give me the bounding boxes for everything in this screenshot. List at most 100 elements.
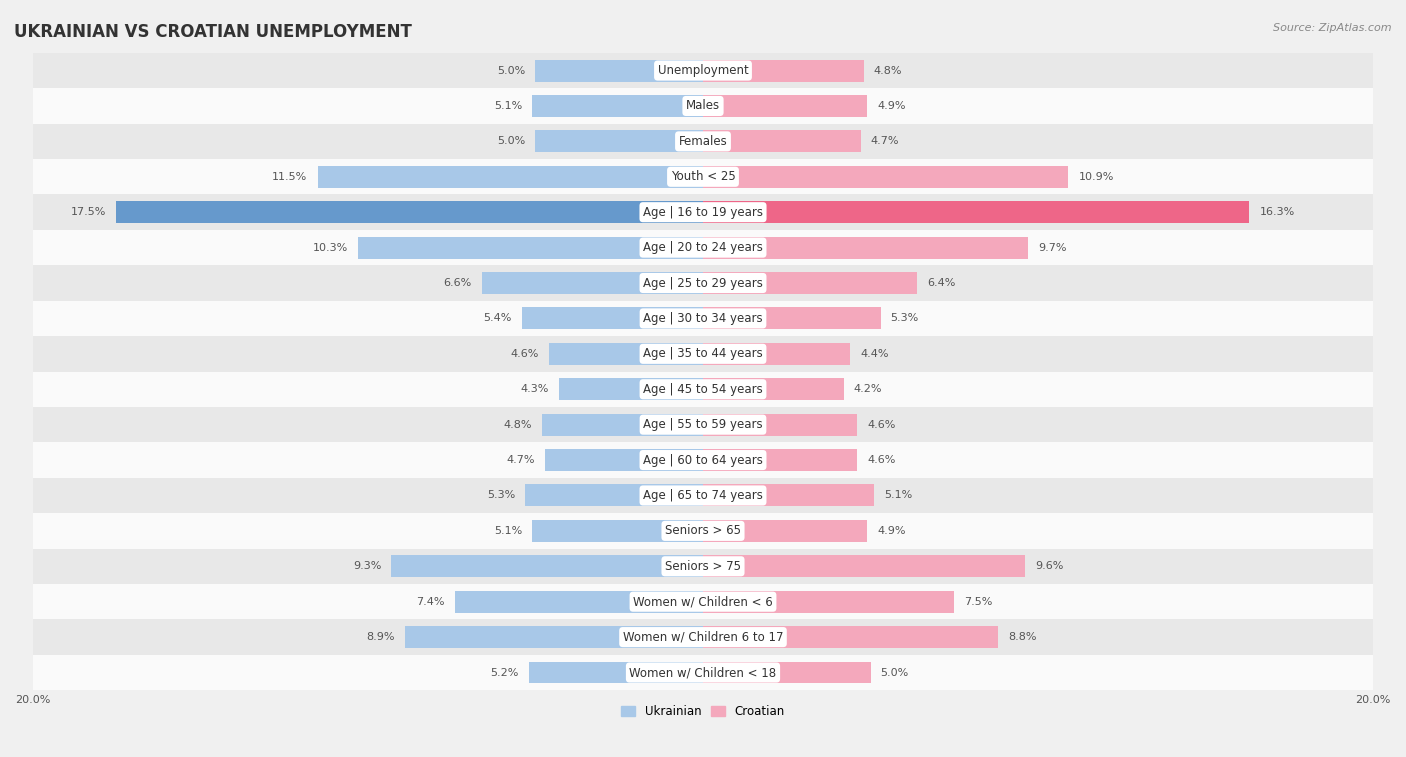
Text: 11.5%: 11.5% — [273, 172, 308, 182]
Bar — [32, 53, 1374, 89]
Bar — [32, 159, 1374, 195]
Bar — [32, 619, 1374, 655]
Bar — [703, 556, 1025, 578]
Bar — [531, 520, 703, 542]
Bar — [405, 626, 703, 648]
Text: 4.3%: 4.3% — [520, 385, 548, 394]
Bar — [703, 520, 868, 542]
Bar — [703, 343, 851, 365]
Text: 4.6%: 4.6% — [510, 349, 538, 359]
Bar — [391, 556, 703, 578]
Text: Age | 16 to 19 years: Age | 16 to 19 years — [643, 206, 763, 219]
Bar — [703, 413, 858, 435]
Bar — [703, 449, 858, 471]
Bar — [546, 449, 703, 471]
Bar — [32, 549, 1374, 584]
Bar — [32, 372, 1374, 407]
Bar — [32, 336, 1374, 372]
Text: Age | 55 to 59 years: Age | 55 to 59 years — [643, 418, 763, 431]
Bar — [703, 95, 868, 117]
Text: 8.9%: 8.9% — [366, 632, 395, 642]
Text: 5.2%: 5.2% — [491, 668, 519, 678]
Bar — [703, 166, 1069, 188]
Text: Women w/ Children < 6: Women w/ Children < 6 — [633, 595, 773, 608]
Text: 4.2%: 4.2% — [853, 385, 883, 394]
Text: Source: ZipAtlas.com: Source: ZipAtlas.com — [1274, 23, 1392, 33]
Text: 9.7%: 9.7% — [1038, 242, 1067, 253]
Text: 8.8%: 8.8% — [1008, 632, 1036, 642]
Text: 9.6%: 9.6% — [1035, 561, 1063, 572]
Text: Age | 65 to 74 years: Age | 65 to 74 years — [643, 489, 763, 502]
Text: Age | 25 to 29 years: Age | 25 to 29 years — [643, 276, 763, 289]
Text: 5.1%: 5.1% — [884, 491, 912, 500]
Text: 7.4%: 7.4% — [416, 597, 444, 606]
Text: Youth < 25: Youth < 25 — [671, 170, 735, 183]
Text: 6.6%: 6.6% — [443, 278, 472, 288]
Bar — [32, 301, 1374, 336]
Bar — [32, 89, 1374, 123]
Text: 10.9%: 10.9% — [1078, 172, 1114, 182]
Bar — [522, 307, 703, 329]
Text: 5.4%: 5.4% — [484, 313, 512, 323]
Bar — [703, 378, 844, 400]
Text: 4.8%: 4.8% — [503, 419, 531, 430]
Bar — [32, 265, 1374, 301]
Text: 5.3%: 5.3% — [486, 491, 516, 500]
Bar — [456, 590, 703, 612]
Text: Unemployment: Unemployment — [658, 64, 748, 77]
Bar — [32, 230, 1374, 265]
Text: 5.3%: 5.3% — [890, 313, 920, 323]
Bar — [32, 195, 1374, 230]
Text: Age | 35 to 44 years: Age | 35 to 44 years — [643, 347, 763, 360]
Text: 6.4%: 6.4% — [928, 278, 956, 288]
Bar — [703, 662, 870, 684]
Text: 4.4%: 4.4% — [860, 349, 889, 359]
Bar — [703, 130, 860, 152]
Bar — [32, 655, 1374, 690]
Text: Seniors > 65: Seniors > 65 — [665, 525, 741, 537]
Bar — [536, 130, 703, 152]
Bar — [32, 123, 1374, 159]
Bar — [536, 60, 703, 82]
Bar — [703, 307, 880, 329]
Text: Seniors > 75: Seniors > 75 — [665, 559, 741, 573]
Text: Males: Males — [686, 99, 720, 113]
Text: 7.5%: 7.5% — [965, 597, 993, 606]
Text: 4.9%: 4.9% — [877, 526, 905, 536]
Text: 10.3%: 10.3% — [312, 242, 347, 253]
Bar — [318, 166, 703, 188]
Text: 5.0%: 5.0% — [880, 668, 908, 678]
Bar — [703, 484, 875, 506]
Bar — [32, 478, 1374, 513]
Text: 4.8%: 4.8% — [875, 66, 903, 76]
Bar — [32, 407, 1374, 442]
Text: Females: Females — [679, 135, 727, 148]
Bar — [526, 484, 703, 506]
Text: 4.9%: 4.9% — [877, 101, 905, 111]
Text: Age | 30 to 34 years: Age | 30 to 34 years — [643, 312, 763, 325]
Bar — [32, 513, 1374, 549]
Text: Women w/ Children 6 to 17: Women w/ Children 6 to 17 — [623, 631, 783, 643]
Bar — [558, 378, 703, 400]
Text: 16.3%: 16.3% — [1260, 207, 1295, 217]
Bar — [703, 590, 955, 612]
Text: 5.1%: 5.1% — [494, 101, 522, 111]
Bar — [117, 201, 703, 223]
Bar — [703, 60, 863, 82]
Legend: Ukrainian, Croatian: Ukrainian, Croatian — [616, 700, 790, 723]
Text: 5.1%: 5.1% — [494, 526, 522, 536]
Text: 9.3%: 9.3% — [353, 561, 381, 572]
Text: Age | 60 to 64 years: Age | 60 to 64 years — [643, 453, 763, 466]
Bar — [357, 237, 703, 259]
Text: Age | 20 to 24 years: Age | 20 to 24 years — [643, 241, 763, 254]
Text: 4.6%: 4.6% — [868, 455, 896, 465]
Bar — [543, 413, 703, 435]
Bar — [482, 272, 703, 294]
Text: 17.5%: 17.5% — [72, 207, 107, 217]
Text: UKRAINIAN VS CROATIAN UNEMPLOYMENT: UKRAINIAN VS CROATIAN UNEMPLOYMENT — [14, 23, 412, 41]
Bar — [32, 442, 1374, 478]
Text: Women w/ Children < 18: Women w/ Children < 18 — [630, 666, 776, 679]
Bar — [32, 584, 1374, 619]
Bar — [531, 95, 703, 117]
Bar — [703, 201, 1250, 223]
